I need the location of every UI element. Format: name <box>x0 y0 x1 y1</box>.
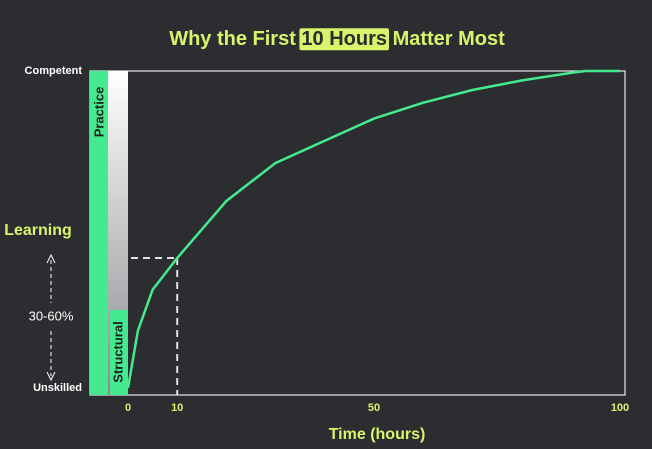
x-tick-label: 50 <box>368 402 380 414</box>
arrow-head <box>46 253 56 264</box>
title-highlight <box>299 28 390 51</box>
y-tick-label: Unskilled <box>33 382 82 394</box>
arrow-head <box>46 371 56 382</box>
title-part: Matter Most <box>387 28 505 50</box>
annotation: 30-60% <box>29 308 74 323</box>
title-part: Why the First <box>169 28 301 50</box>
band-label: Structural <box>110 321 125 382</box>
x-axis-label: Time (hours) <box>329 426 426 443</box>
x-tick-label: 100 <box>611 402 629 414</box>
band-label: Practice <box>91 87 106 138</box>
plot-frame <box>89 70 626 396</box>
y-tick-label: Competent <box>25 65 83 77</box>
structural-band <box>110 310 128 395</box>
curve <box>126 69 620 389</box>
x-tick-label: 0 <box>125 402 131 414</box>
x-tick-label: 10 <box>171 402 183 414</box>
title-highlight-text: 10 Hours <box>301 28 387 50</box>
practice-band <box>90 71 108 395</box>
chart-title: Why the First 10 Hours Matter Most <box>169 28 505 50</box>
y-axis-label: Learning <box>4 222 72 239</box>
